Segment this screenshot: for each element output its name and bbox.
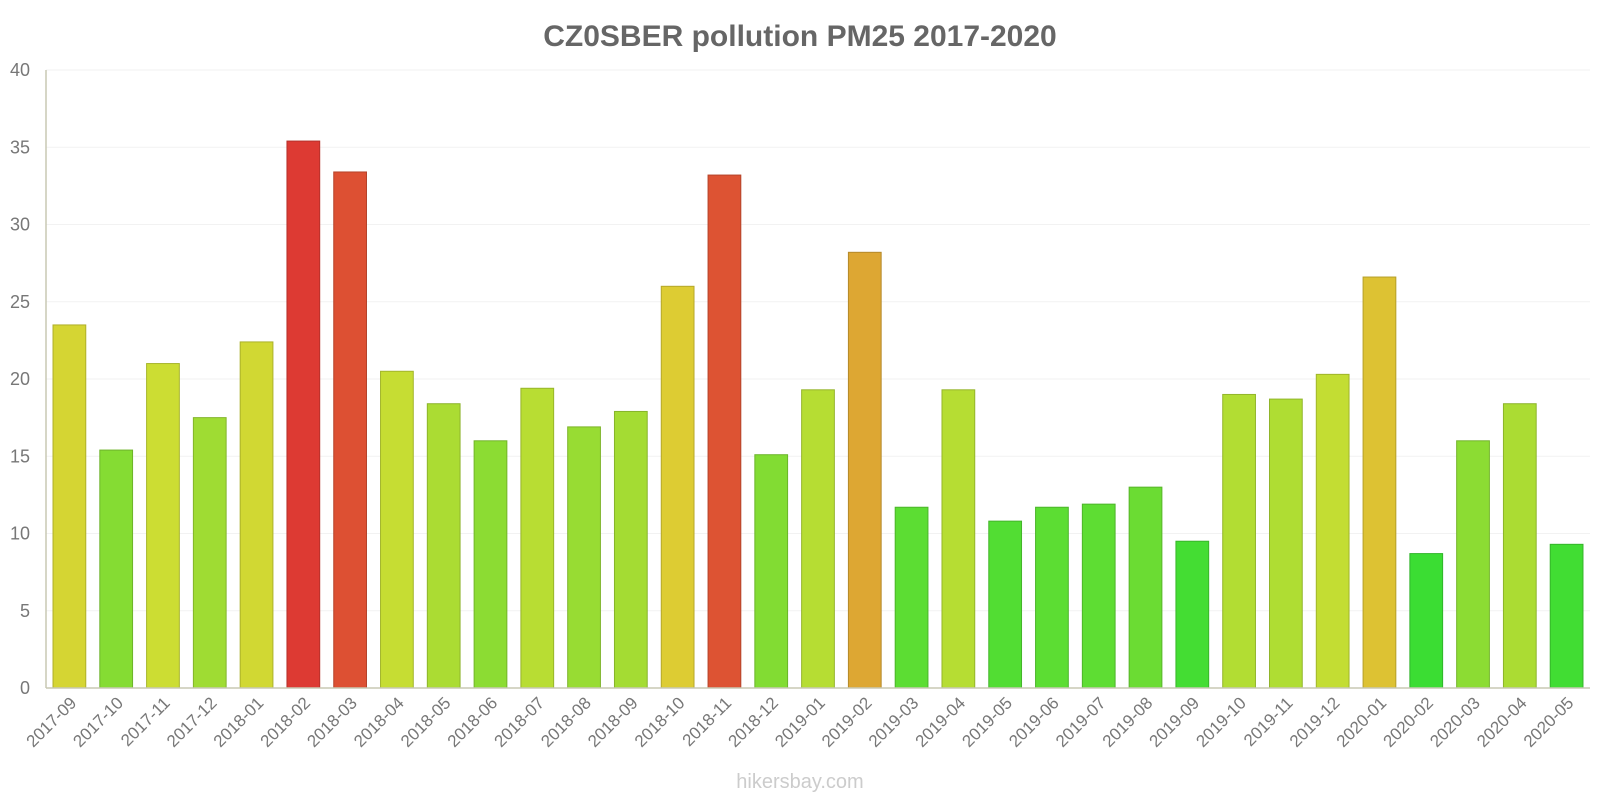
bar-2019-01 bbox=[801, 389, 835, 689]
x-tick-label: 2019-02 bbox=[818, 693, 876, 751]
bar-2018-05 bbox=[426, 403, 461, 689]
x-tick-label: 2018-12 bbox=[724, 693, 782, 751]
x-tick-label: 2018-07 bbox=[491, 693, 549, 751]
bar-2018-04 bbox=[380, 370, 414, 689]
y-tick-label: 35 bbox=[10, 137, 30, 157]
x-tick-label: 2020-04 bbox=[1473, 693, 1531, 751]
y-tick-label: 0 bbox=[20, 678, 30, 698]
bar-2018-11 bbox=[707, 174, 742, 689]
x-tick-label: 2019-10 bbox=[1192, 693, 1250, 751]
bar-2018-03 bbox=[333, 171, 367, 689]
x-tick-label: 2019-11 bbox=[1240, 693, 1297, 750]
bar-2019-06 bbox=[1035, 506, 1069, 689]
x-tick-label: 2018-09 bbox=[584, 693, 642, 751]
chart-title: CZ0SBER pollution PM25 2017-2020 bbox=[543, 20, 1057, 53]
bar-2020-03 bbox=[1456, 440, 1490, 689]
bar-2017-12 bbox=[192, 417, 227, 689]
bar-2018-09 bbox=[613, 410, 648, 689]
x-tick-label: 2019-04 bbox=[912, 693, 970, 751]
bar-2018-01 bbox=[239, 341, 274, 689]
bar-2019-02 bbox=[847, 251, 882, 689]
bar-2020-02 bbox=[1409, 553, 1444, 689]
x-tick-label: 2019-03 bbox=[865, 693, 923, 751]
x-tick-label: 2018-01 bbox=[210, 693, 268, 751]
bar-2020-01 bbox=[1362, 276, 1397, 689]
x-tick-label: 2018-06 bbox=[444, 693, 502, 751]
x-tick-label: 2019-05 bbox=[958, 693, 1016, 751]
x-tick-label: 2019-09 bbox=[1146, 693, 1204, 751]
bar-2019-11 bbox=[1269, 398, 1303, 689]
bar-2017-09 bbox=[52, 324, 87, 689]
bar-2019-03 bbox=[894, 506, 929, 689]
bar-2018-02 bbox=[286, 140, 321, 689]
x-tick-label: 2019-01 bbox=[771, 693, 829, 751]
bar-2019-08 bbox=[1128, 486, 1163, 689]
x-tick-label: 2020-01 bbox=[1333, 693, 1391, 751]
bar-2020-05 bbox=[1549, 543, 1584, 689]
x-tick-label: 2018-11 bbox=[679, 693, 736, 750]
y-tick-label: 30 bbox=[10, 215, 30, 235]
bar-2018-06 bbox=[473, 440, 508, 689]
y-tick-label: 20 bbox=[10, 369, 30, 389]
bar-2019-05 bbox=[988, 520, 1023, 689]
bar-2020-04 bbox=[1502, 403, 1537, 689]
watermark-text: hikersbay.com bbox=[736, 771, 863, 793]
x-tick-label: 2018-04 bbox=[350, 693, 408, 751]
axes bbox=[45, 70, 1590, 689]
x-tick-label: 2018-08 bbox=[537, 693, 595, 751]
x-tick-label: 2017-12 bbox=[163, 693, 221, 751]
bar-2019-12 bbox=[1315, 373, 1350, 689]
x-tick-label: 2017-09 bbox=[23, 693, 81, 751]
x-axis-ticks: 2017-092017-102017-112017-122018-012018-… bbox=[23, 693, 1578, 751]
x-tick-label: 2018-05 bbox=[397, 693, 455, 751]
x-tick-label: 2018-10 bbox=[631, 693, 689, 751]
y-axis-ticks: 0 5 10 15 20 25 30 35 40 bbox=[10, 60, 30, 698]
bar-2017-10 bbox=[99, 449, 134, 689]
x-tick-label: 2019-12 bbox=[1286, 693, 1344, 751]
x-tick-label: 2020-02 bbox=[1380, 693, 1438, 751]
bar-2017-11 bbox=[146, 363, 180, 689]
bars bbox=[52, 140, 1584, 689]
bar-2018-07 bbox=[520, 387, 555, 689]
bar-2019-09 bbox=[1175, 540, 1210, 689]
bar-2019-10 bbox=[1222, 393, 1256, 689]
y-tick-label: 15 bbox=[10, 446, 30, 466]
y-tick-label: 5 bbox=[20, 601, 30, 621]
x-tick-label: 2017-11 bbox=[117, 693, 174, 750]
bar-2019-04 bbox=[941, 389, 976, 689]
bar-2018-10 bbox=[660, 285, 695, 689]
x-tick-label: 2019-07 bbox=[1052, 693, 1110, 751]
bar-2018-12 bbox=[754, 454, 789, 689]
x-tick-label: 2020-05 bbox=[1520, 693, 1578, 751]
x-tick-label: 2018-03 bbox=[303, 693, 361, 751]
y-tick-label: 40 bbox=[10, 60, 30, 80]
bar-2018-08 bbox=[567, 426, 601, 689]
x-tick-label: 2019-08 bbox=[1099, 693, 1157, 751]
x-tick-label: 2018-02 bbox=[257, 693, 315, 751]
x-tick-label: 2020-03 bbox=[1426, 693, 1484, 751]
y-tick-label: 25 bbox=[10, 292, 30, 312]
y-tick-label: 10 bbox=[10, 524, 30, 544]
x-tick-label: 2017-10 bbox=[69, 693, 127, 751]
x-tick-label: 2019-06 bbox=[1005, 693, 1063, 751]
bar-2019-07 bbox=[1081, 503, 1116, 689]
